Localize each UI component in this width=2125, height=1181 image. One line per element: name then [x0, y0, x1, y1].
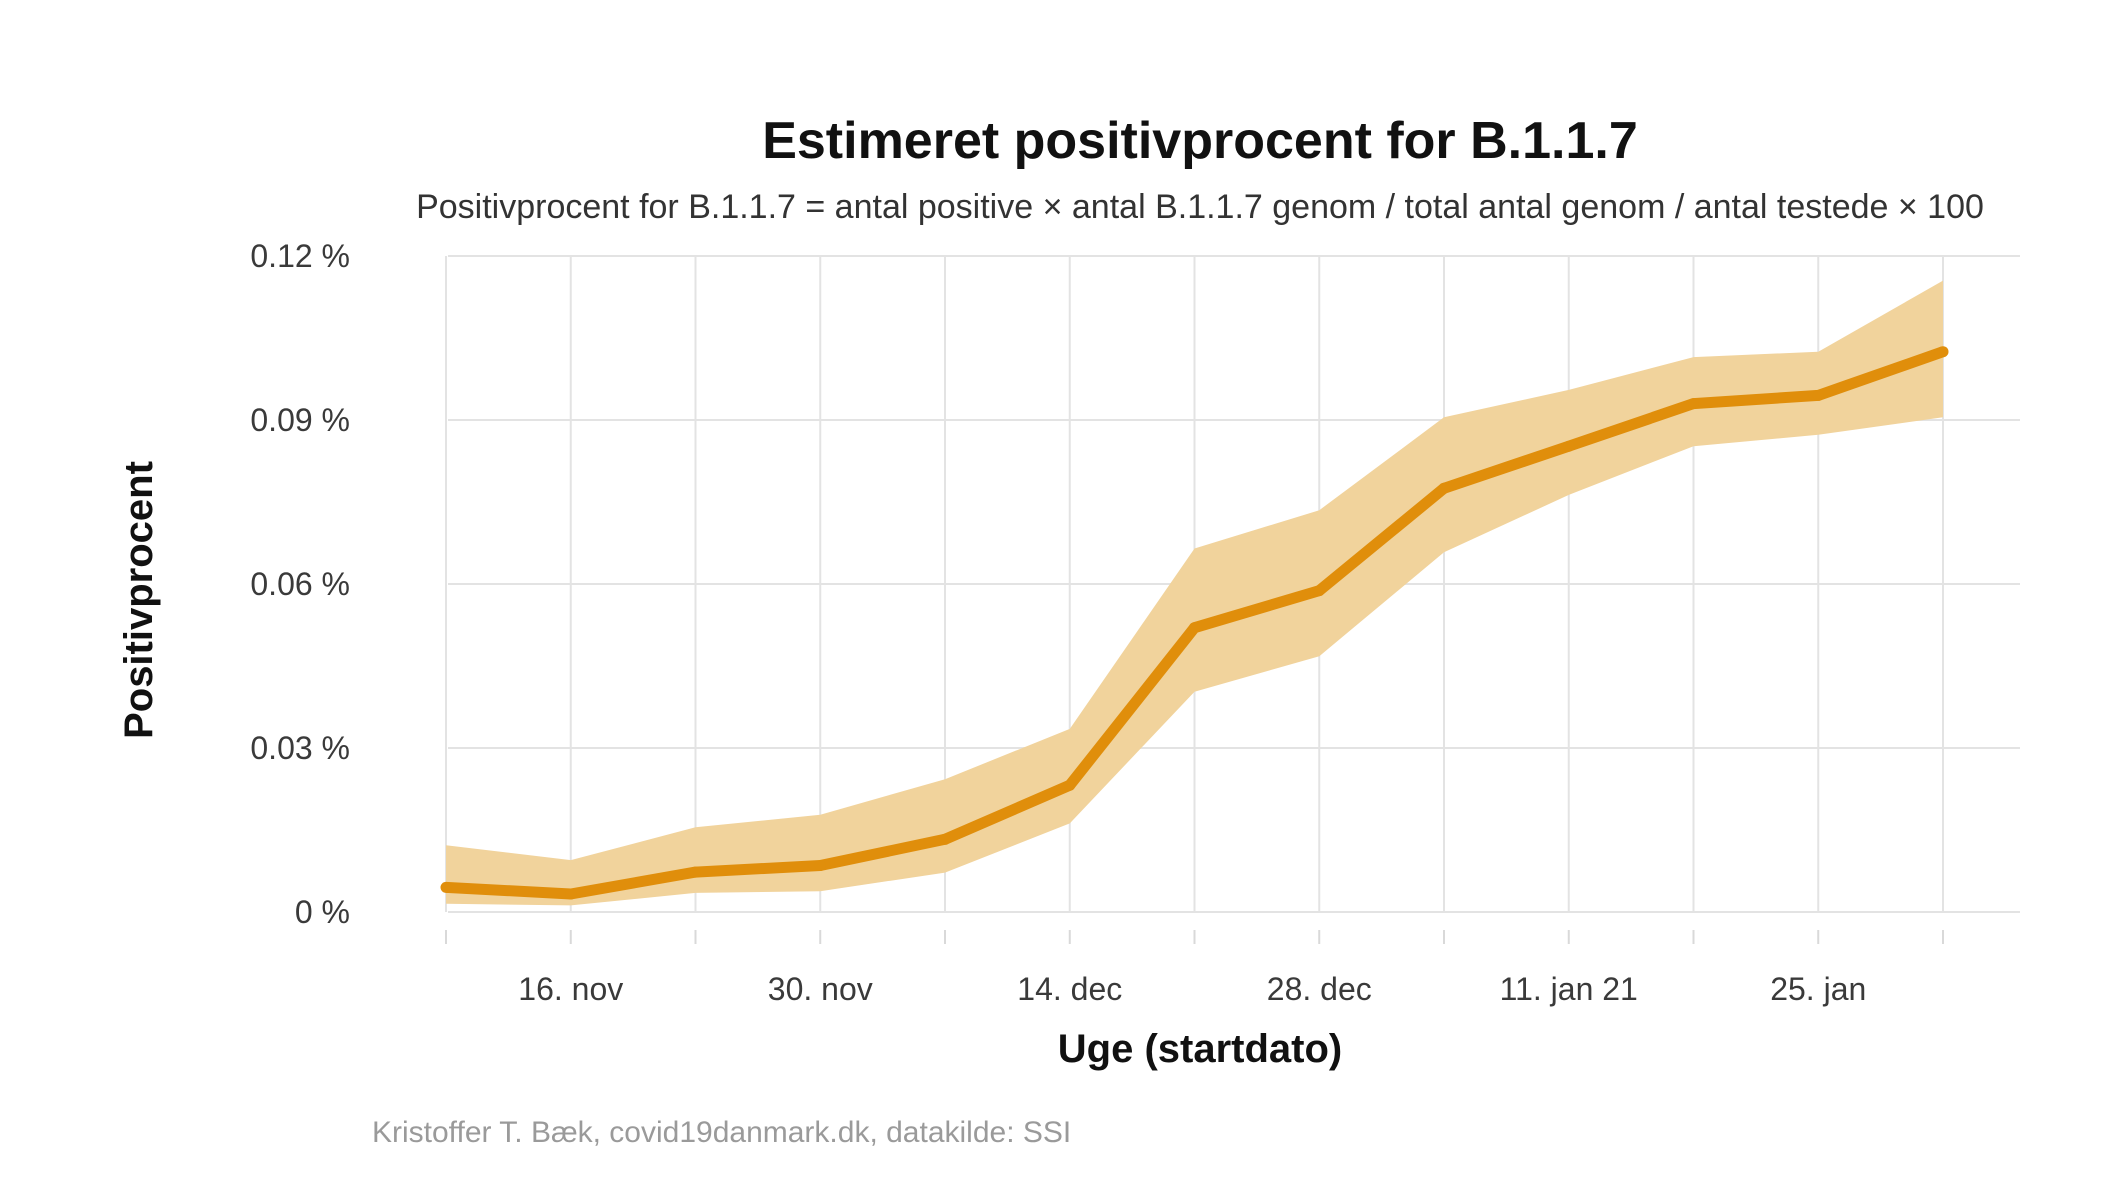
- y-tick-label: 0.06 %: [250, 566, 350, 602]
- data-point: [1812, 389, 1824, 401]
- x-tick-label: 11. jan 21: [1500, 971, 1638, 1007]
- x-tick-label: 28. dec: [1267, 971, 1372, 1007]
- data-point: [1563, 440, 1575, 452]
- series-line-layer: [440, 346, 1949, 900]
- y-tick-label: 0 %: [295, 894, 350, 930]
- data-point: [1189, 622, 1200, 634]
- chart-caption: Kristoffer T. Bæk, covid19danmark.dk, da…: [372, 1116, 1071, 1149]
- data-point: [1688, 398, 1699, 410]
- x-tick-label: 14. dec: [1017, 971, 1122, 1007]
- data-point: [1064, 779, 1076, 791]
- x-axis-title: Uge (startdato): [1058, 1027, 1342, 1071]
- x-tick-label: 25. jan: [1770, 971, 1866, 1007]
- confidence-ribbon: [446, 280, 1943, 906]
- data-point: [690, 866, 701, 878]
- data-point: [1438, 482, 1450, 494]
- data-point: [814, 860, 826, 871]
- x-axis-tick-labels: 16. nov 30. nov 14. dec 28. dec 11. jan 21 25…: [518, 971, 1866, 1007]
- data-point: [939, 833, 951, 845]
- data-point: [1313, 585, 1325, 597]
- x-tick-label: 16. nov: [518, 971, 623, 1007]
- y-axis-title: Positivprocent: [117, 461, 161, 739]
- data-point: [1937, 346, 1949, 358]
- y-tick-label: 0.12 %: [250, 238, 350, 274]
- chart-subtitle: Positivprocent for B.1.1.7 = antal posit…: [416, 188, 1984, 226]
- y-axis-tick-labels: 0 % 0.03 % 0.06 % 0.09 % 0.12 %: [250, 238, 350, 930]
- x-tick-label: 30. nov: [768, 971, 873, 1007]
- data-point: [440, 881, 452, 893]
- y-tick-label: 0.09 %: [250, 402, 350, 438]
- confidence-ribbon-layer: [446, 280, 1943, 906]
- chart-title: Estimeret positivprocent for B.1.1.7: [762, 112, 1638, 170]
- y-tick-label: 0.03 %: [250, 730, 350, 766]
- data-point: [565, 888, 577, 900]
